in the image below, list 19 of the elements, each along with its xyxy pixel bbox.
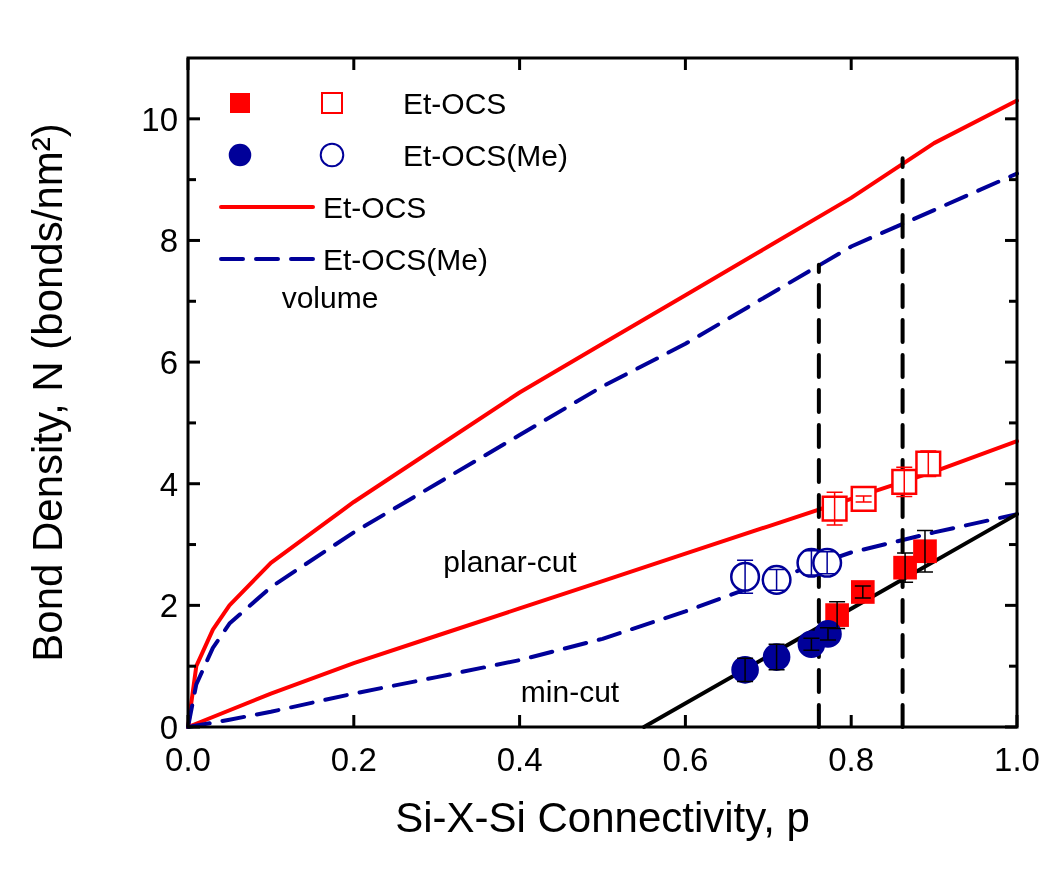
annotation: min-cut xyxy=(520,675,620,708)
x-tick-label: 0.2 xyxy=(330,741,377,778)
legend-label: Et-OCS xyxy=(323,191,427,224)
x-tick-label: 0.6 xyxy=(662,741,709,778)
y-tick-label: 2 xyxy=(159,587,178,625)
y-tick-label: 8 xyxy=(159,222,178,260)
x-tick-label: 1.0 xyxy=(994,741,1040,778)
legend-label: Et-OCS(Me) xyxy=(403,139,568,172)
y-tick-label: 6 xyxy=(159,344,178,382)
x-axis-title: Si-X-Si Connectivity, p xyxy=(395,794,810,841)
legend-label: Et-OCS(Me) xyxy=(323,243,488,276)
annotation: planar-cut xyxy=(443,545,578,578)
x-tick-label: 0.8 xyxy=(828,741,875,778)
annotation: volume xyxy=(281,281,379,314)
y-tick-label: 4 xyxy=(159,465,178,503)
legend-label: Et-OCS xyxy=(403,87,507,120)
y-axis-title: Bond Density, N (bonds/nm²) xyxy=(24,123,71,662)
y-tick-label: 10 xyxy=(141,100,178,138)
x-tick-label: 0.4 xyxy=(496,741,543,778)
